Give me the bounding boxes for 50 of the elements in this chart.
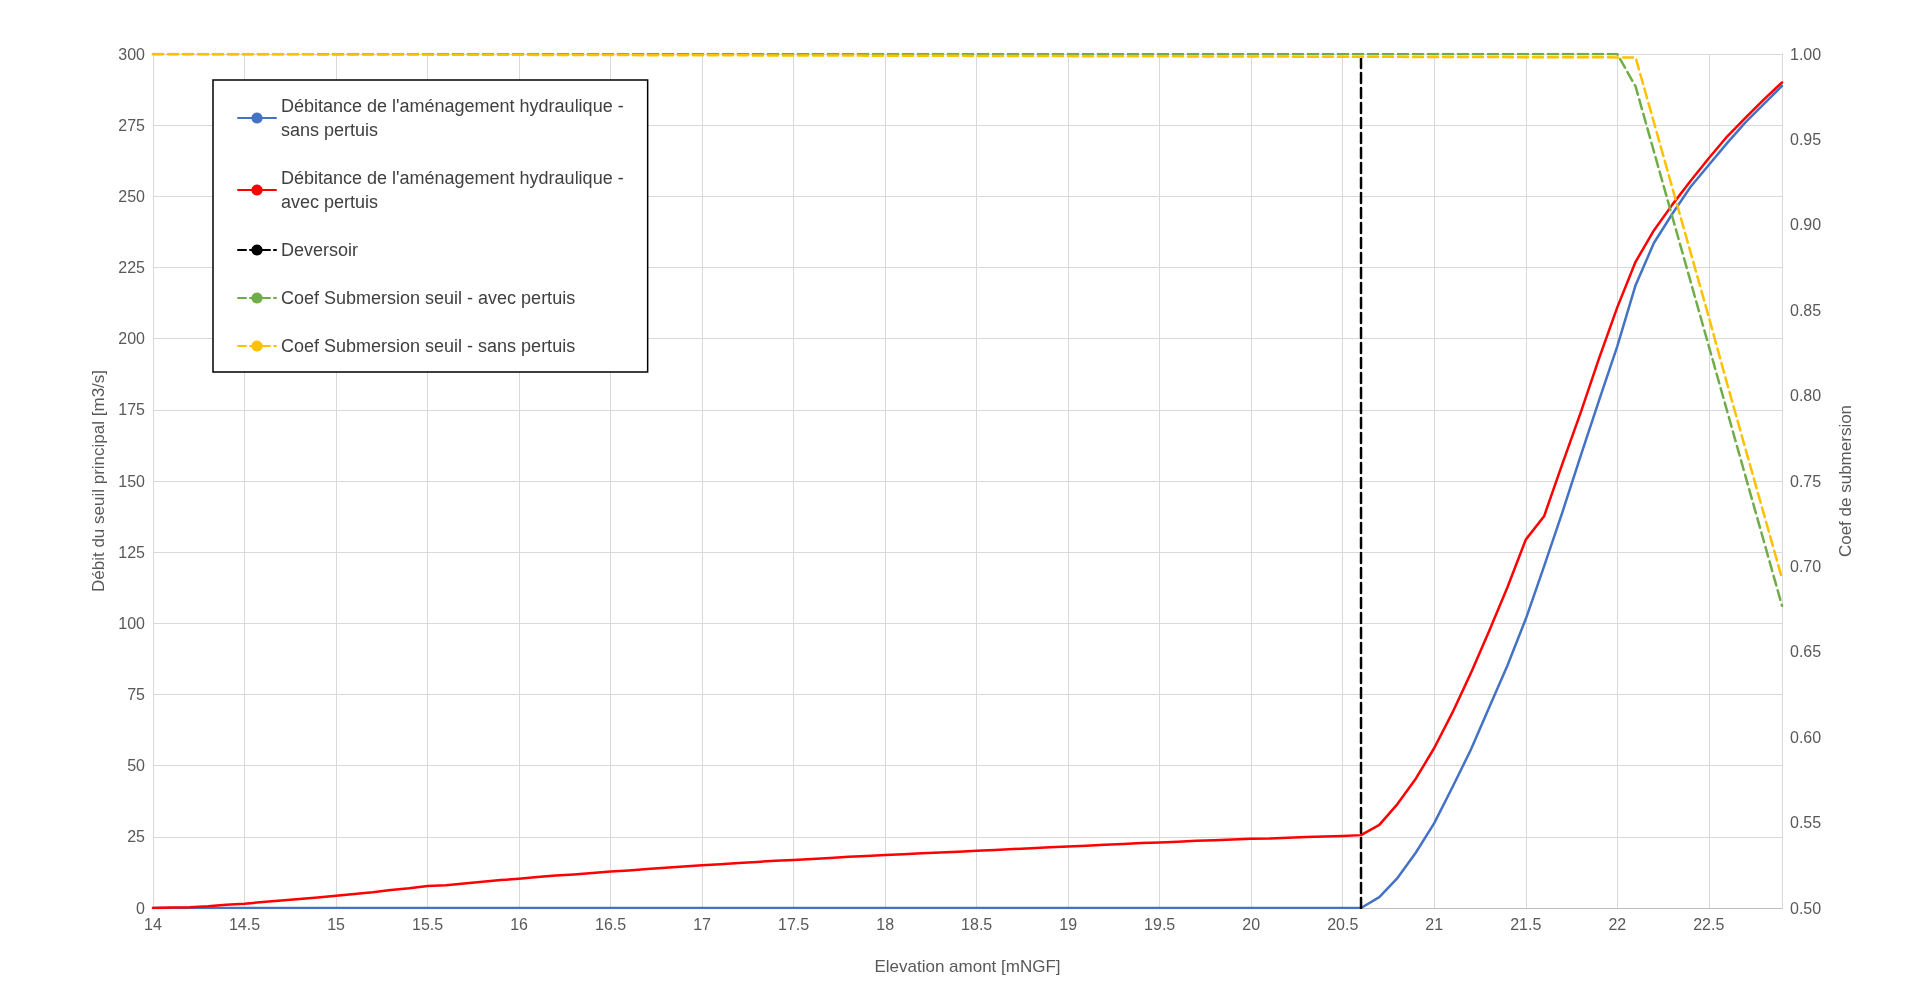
legend-label: Débitance de l'aménagement hydraulique - avec pertuis (281, 168, 624, 212)
y2-tick-label: 0.65 (1790, 643, 1822, 661)
x-tick-label: 18 (876, 915, 895, 933)
y2-tick-label: 0.80 (1790, 387, 1822, 405)
y2-tick-label: 0.95 (1790, 130, 1822, 148)
legend-label: Deversoir (281, 240, 359, 260)
y2-tick-label: 0.90 (1790, 216, 1822, 234)
y2-tick-label: 0.60 (1790, 728, 1822, 746)
x-tick-label: 19.5 (1144, 915, 1176, 933)
y-tick-label: 250 (118, 187, 146, 205)
x-tick-label: 20 (1242, 915, 1261, 933)
x-tick-label: 21.5 (1510, 915, 1542, 933)
y-tick-label: 75 (127, 686, 146, 703)
y-tick-label: 175 (118, 401, 146, 419)
legend-label: Coef Submersion seuil - sans pertuis (281, 336, 576, 356)
y-tick-label: 300 (118, 45, 146, 63)
y2-tick-label: 0.50 (1790, 899, 1822, 917)
y2-tick-label: 0.85 (1790, 301, 1822, 319)
x-tick-label: 15.5 (411, 915, 444, 933)
x-tick-label: 18.5 (961, 915, 993, 933)
x-tick-label: 22 (1608, 915, 1627, 933)
x-tick-label: 17 (693, 915, 712, 933)
x-tick-label: 20.5 (1327, 915, 1359, 933)
y-axis-title: Débit du seuil principal [m3/s] (89, 369, 109, 593)
x-tick-label: 22.5 (1693, 915, 1725, 933)
x-tick-label: 16.5 (595, 915, 627, 933)
y-tick-label: 0 (136, 899, 146, 917)
y2-tick-label: 0.55 (1790, 814, 1822, 832)
y-tick-label: 50 (127, 757, 146, 775)
y-tick-label: 100 (118, 614, 146, 632)
x-tick-label: 17.5 (778, 915, 810, 933)
x-tick-label: 19 (1059, 915, 1078, 933)
y-tick-label: 200 (118, 330, 146, 348)
x-tick-label: 14 (144, 915, 162, 933)
y2-axis-title: Coef de submersion (1836, 404, 1855, 558)
x-tick-label: 15 (327, 915, 346, 933)
y-tick-label: 225 (118, 259, 146, 276)
y2-tick-label: 1.00 (1790, 45, 1822, 63)
y-tick-label: 125 (118, 543, 146, 561)
x-tick-label: 14.5 (228, 915, 261, 933)
y-tick-label: 275 (118, 116, 146, 134)
y2-tick-label: 0.70 (1790, 557, 1822, 575)
y-tick-label: 150 (118, 472, 146, 490)
legend-label: Débitance de l'aménagement hydraulique - sans pertuis (281, 96, 624, 140)
x-axis-title: Elevation amont [mNGF] (874, 957, 1061, 976)
legend-label: Coef Submersion seuil - avec pertuis (281, 288, 576, 308)
x-tick-label: 21 (1425, 915, 1444, 933)
x-tick-label: 16 (510, 915, 529, 933)
y2-tick-label: 0.75 (1790, 472, 1822, 490)
y-tick-label: 25 (127, 828, 146, 846)
